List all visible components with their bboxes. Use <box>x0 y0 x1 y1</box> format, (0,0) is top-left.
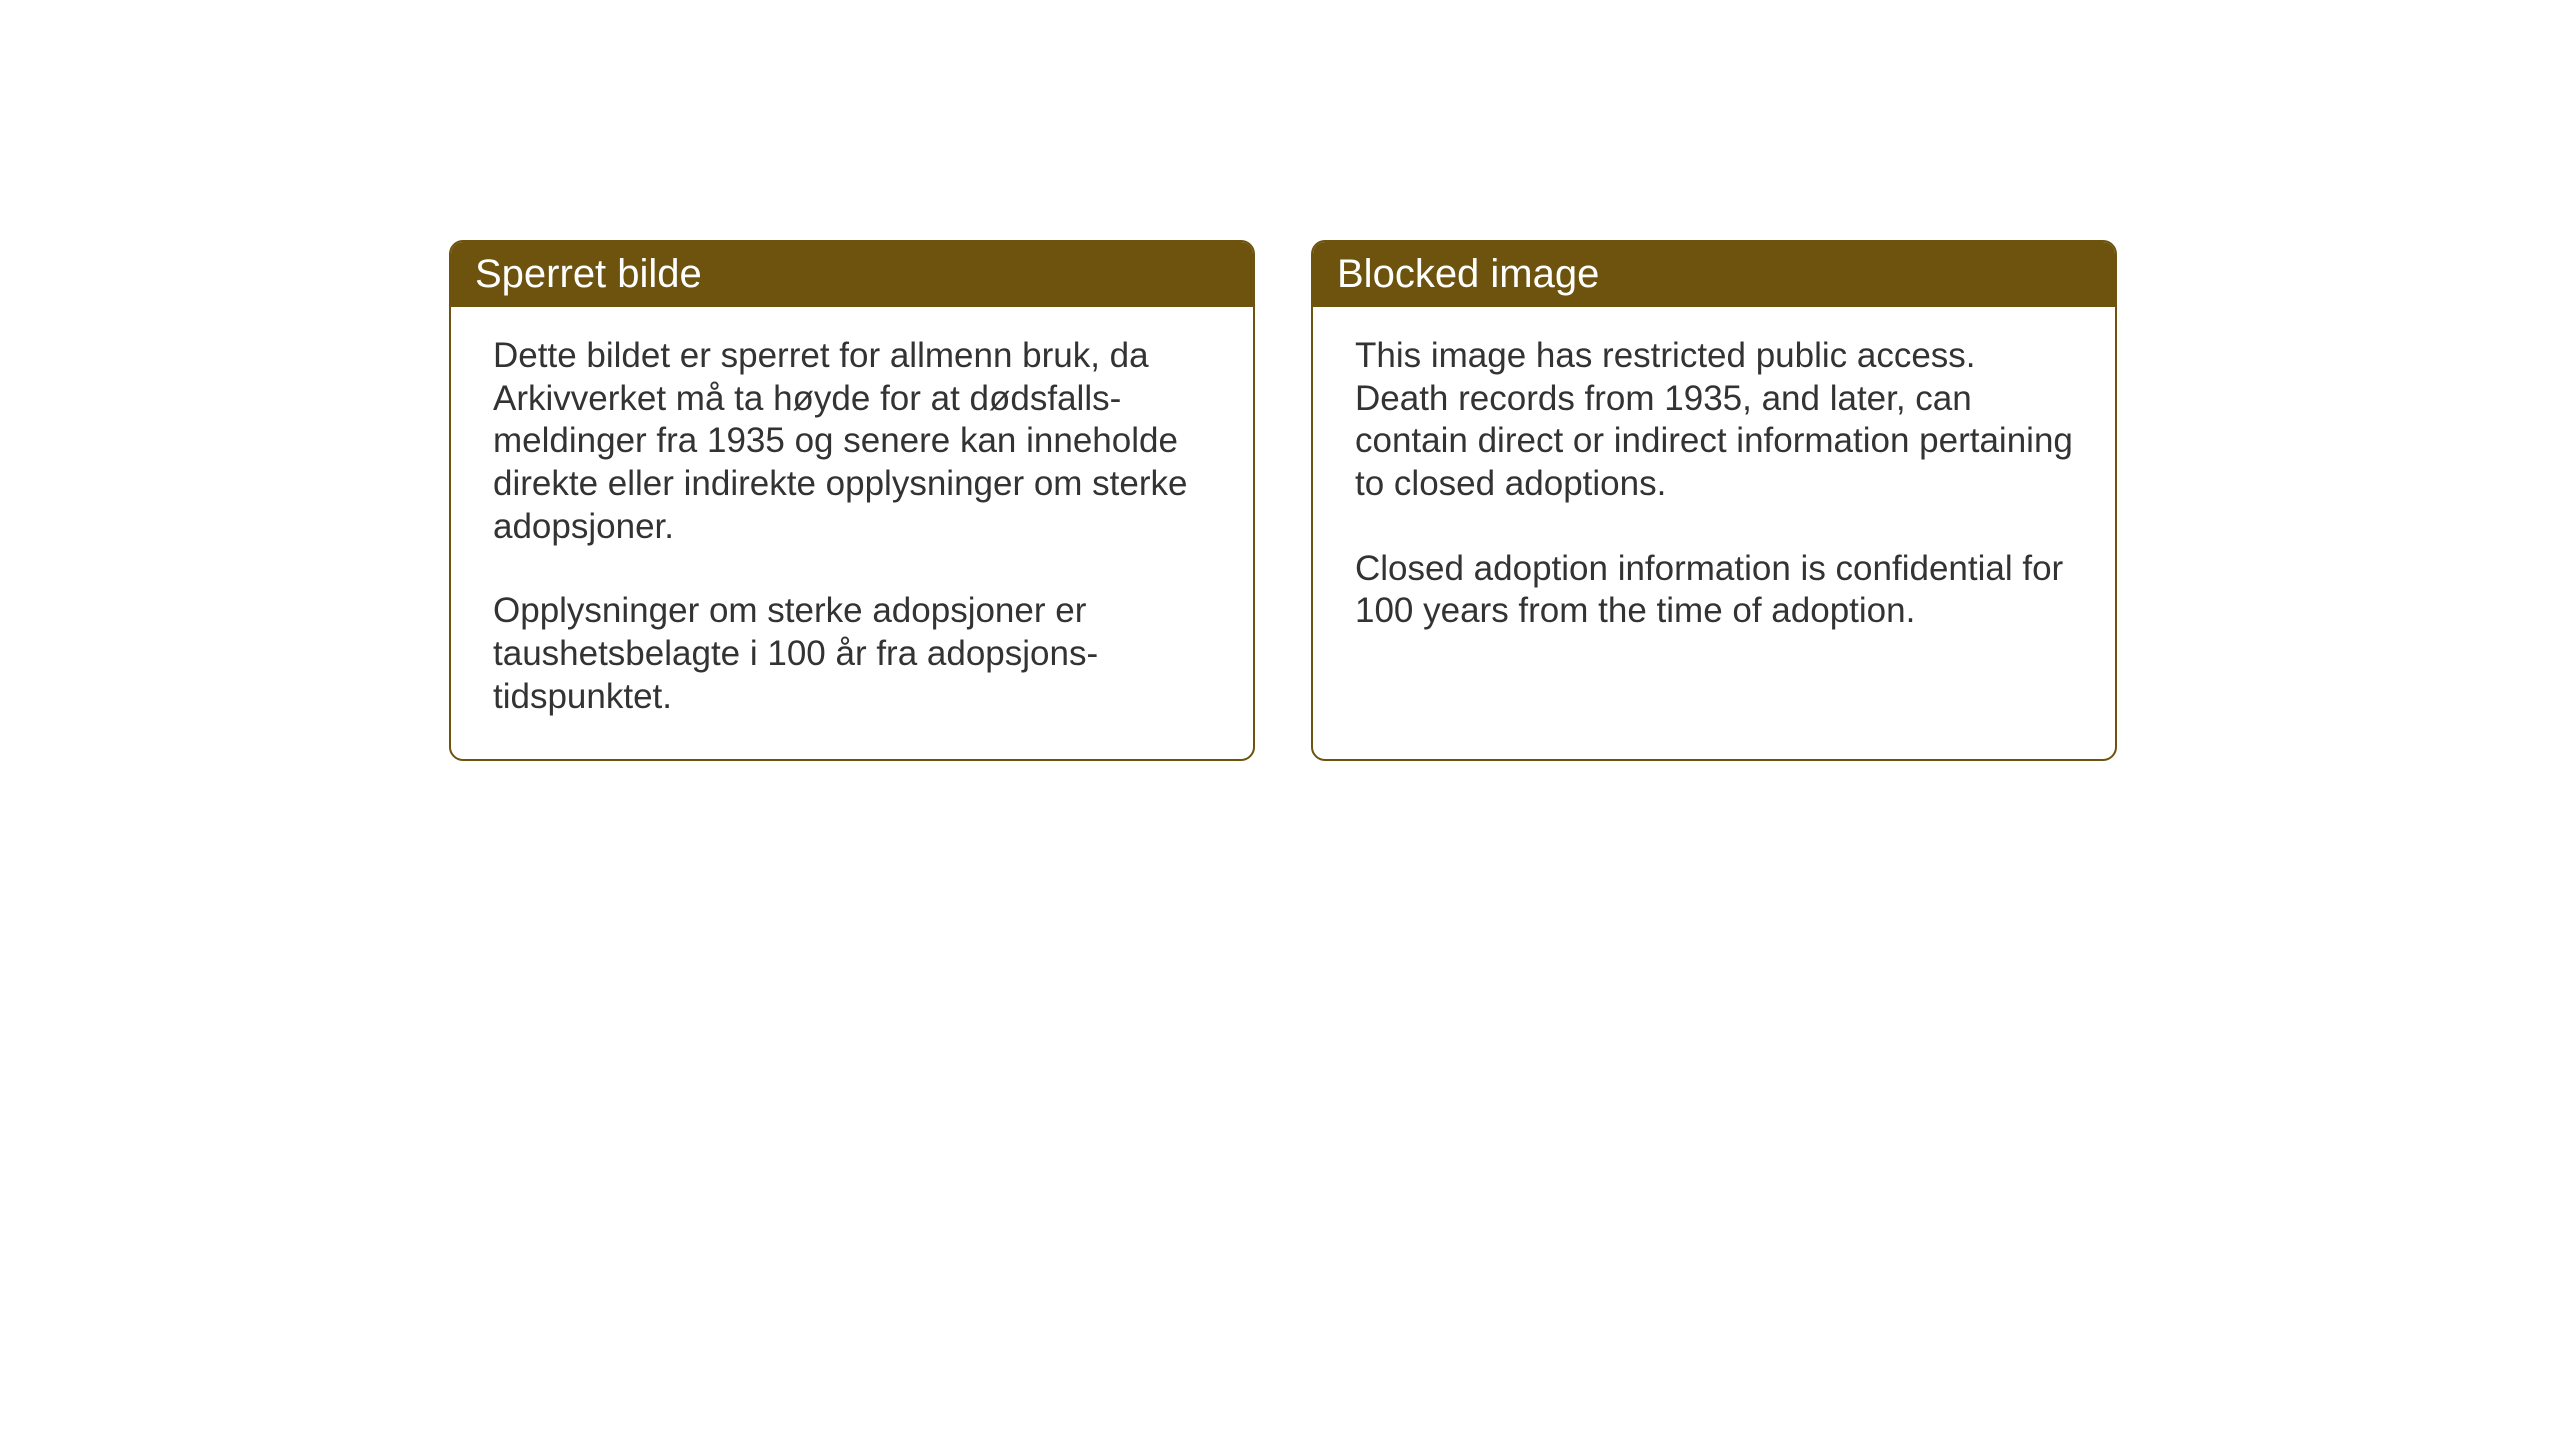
card-header-english: Blocked image <box>1313 242 2115 307</box>
card-title-english: Blocked image <box>1337 252 1599 296</box>
card-paragraph-2-english: Closed adoption information is confident… <box>1355 548 2073 633</box>
card-paragraph-1-english: This image has restricted public access.… <box>1355 335 2073 506</box>
card-paragraph-2-norwegian: Opplysninger om sterke adopsjoner er tau… <box>493 590 1211 718</box>
card-body-english: This image has restricted public access.… <box>1313 307 2115 673</box>
card-english: Blocked image This image has restricted … <box>1311 240 2117 761</box>
card-title-norwegian: Sperret bilde <box>475 252 702 296</box>
card-paragraph-1-norwegian: Dette bildet er sperret for allmenn bruk… <box>493 335 1211 548</box>
card-header-norwegian: Sperret bilde <box>451 242 1253 307</box>
card-norwegian: Sperret bilde Dette bildet er sperret fo… <box>449 240 1255 761</box>
notice-container: Sperret bilde Dette bildet er sperret fo… <box>449 240 2117 761</box>
card-body-norwegian: Dette bildet er sperret for allmenn bruk… <box>451 307 1253 759</box>
card-text-english: This image has restricted public access.… <box>1355 335 2073 633</box>
card-text-norwegian: Dette bildet er sperret for allmenn bruk… <box>493 335 1211 719</box>
